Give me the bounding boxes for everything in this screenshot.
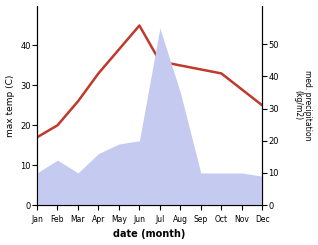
Y-axis label: max temp (C): max temp (C)	[5, 74, 15, 136]
X-axis label: date (month): date (month)	[114, 230, 186, 239]
Y-axis label: med. precipitation
(kg/m2): med. precipitation (kg/m2)	[293, 70, 313, 141]
